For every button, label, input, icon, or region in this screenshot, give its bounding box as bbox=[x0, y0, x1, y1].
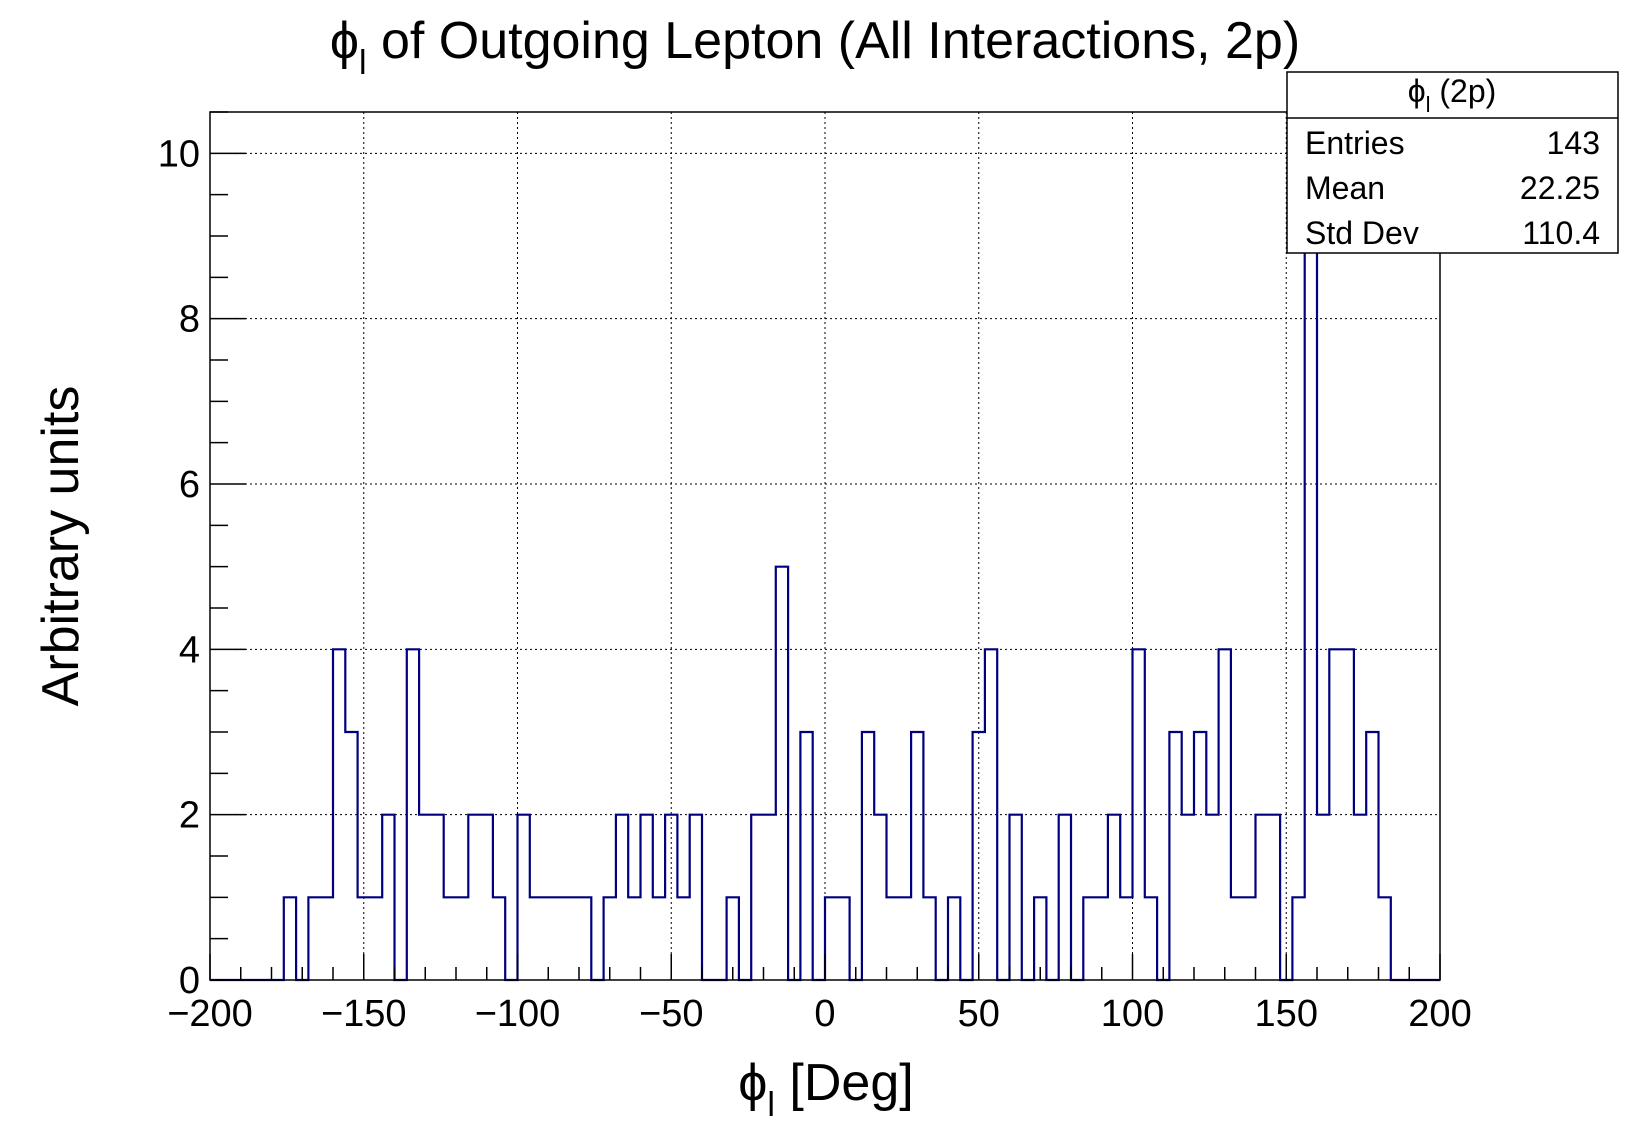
histogram-bin bbox=[862, 732, 874, 980]
x-tick-label: 0 bbox=[814, 993, 835, 1035]
histogram-bin bbox=[1342, 649, 1354, 980]
histogram-bin bbox=[641, 815, 653, 980]
histogram-bin bbox=[677, 897, 689, 980]
stats-value-mean: 22.25 bbox=[1520, 170, 1600, 206]
histogram-bin bbox=[1268, 815, 1280, 980]
y-tick-label: 6 bbox=[179, 464, 200, 506]
histogram-bin bbox=[690, 815, 702, 980]
histogram-bin bbox=[308, 897, 320, 980]
histogram-bin bbox=[874, 815, 886, 980]
histogram-bin bbox=[1256, 815, 1268, 980]
y-tick-label: 10 bbox=[158, 133, 200, 175]
x-tick-label: −50 bbox=[639, 993, 703, 1035]
histogram-bin bbox=[751, 815, 763, 980]
x-tick-label: −150 bbox=[321, 993, 407, 1035]
histogram-bin bbox=[1305, 153, 1317, 980]
histogram-bin bbox=[1145, 897, 1157, 980]
y-tick-label: 8 bbox=[179, 299, 200, 341]
histogram-bin bbox=[370, 897, 382, 980]
histogram-bin bbox=[1379, 897, 1391, 980]
histogram-bin bbox=[1206, 815, 1218, 980]
histogram-bin bbox=[1083, 897, 1095, 980]
histogram-bin bbox=[333, 649, 345, 980]
stats-value-stddev: 110.4 bbox=[1522, 215, 1600, 251]
stats-label-entries: Entries bbox=[1305, 125, 1405, 161]
x-tick-label: −100 bbox=[475, 993, 561, 1035]
histogram-bin bbox=[764, 815, 776, 980]
histogram-bin bbox=[284, 897, 296, 980]
histogram-bin bbox=[456, 897, 468, 980]
histogram-bin bbox=[825, 897, 837, 980]
histogram-bin bbox=[1169, 732, 1181, 980]
histogram-bin bbox=[1133, 649, 1145, 980]
y-tick-label: 0 bbox=[179, 960, 200, 1002]
histogram-bin bbox=[1194, 732, 1206, 980]
histogram-bin bbox=[1366, 732, 1378, 980]
x-tick-label: 150 bbox=[1255, 993, 1318, 1035]
histogram-bin bbox=[911, 732, 923, 980]
histogram-bin bbox=[407, 649, 419, 980]
histogram-bin bbox=[628, 897, 640, 980]
tick-layer bbox=[209, 111, 1441, 981]
x-tick-label: 100 bbox=[1101, 993, 1164, 1035]
histogram-bin bbox=[1120, 897, 1132, 980]
histogram-bin bbox=[321, 897, 333, 980]
histogram-bin bbox=[419, 815, 431, 980]
histogram-bin bbox=[899, 897, 911, 980]
histogram-bin bbox=[567, 897, 579, 980]
histogram-bin bbox=[1243, 897, 1255, 980]
histogram-bin bbox=[345, 732, 357, 980]
histogram-bin bbox=[579, 897, 591, 980]
histogram-bin bbox=[382, 815, 394, 980]
stats-box-frame bbox=[1286, 71, 1619, 254]
histogram-bin bbox=[493, 897, 505, 980]
label-layer: −200 −150 −100 −50 0 50 100 150 200 0 2 4 6 8 10 bbox=[158, 133, 1472, 1035]
y-tick-label: 4 bbox=[179, 629, 200, 671]
histogram-bin bbox=[653, 897, 665, 980]
histogram-bin bbox=[481, 815, 493, 980]
histogram-bin bbox=[800, 732, 812, 980]
histogram-bin bbox=[518, 815, 530, 980]
histogram-bin bbox=[1108, 815, 1120, 980]
histogram-bin bbox=[554, 897, 566, 980]
histogram-bin bbox=[1354, 815, 1366, 980]
histogram-bin bbox=[1059, 815, 1071, 980]
x-tick-label: 50 bbox=[958, 993, 1000, 1035]
y-tick-label: 2 bbox=[179, 795, 200, 837]
stats-box: ϕl (2p) Entries 143 Mean 22.25 Std Dev 1… bbox=[1286, 71, 1619, 254]
chart-title: ϕl of Outgoing Lepton (All Interactions,… bbox=[330, 12, 1300, 82]
histogram-bin bbox=[1292, 897, 1304, 980]
histogram-bin bbox=[431, 815, 443, 980]
histogram-bin bbox=[1010, 815, 1022, 980]
histogram-bin bbox=[776, 567, 788, 980]
x-axis-title: ϕl [Deg] bbox=[738, 1054, 913, 1122]
histogram-bin bbox=[837, 897, 849, 980]
stats-label-mean: Mean bbox=[1305, 170, 1385, 206]
histogram-bin bbox=[444, 897, 456, 980]
x-tick-label: 200 bbox=[1408, 993, 1471, 1035]
histogram-bin bbox=[468, 815, 480, 980]
histogram-bin bbox=[948, 897, 960, 980]
histogram-bin bbox=[1182, 815, 1194, 980]
histogram-bin bbox=[923, 897, 935, 980]
histogram-bin bbox=[1231, 897, 1243, 980]
x-tick-label: −200 bbox=[167, 993, 253, 1035]
histogram-bin bbox=[887, 897, 899, 980]
histogram-bin bbox=[616, 815, 628, 980]
stats-value-entries: 143 bbox=[1547, 125, 1600, 161]
stats-box-title: ϕl (2p) bbox=[1408, 73, 1497, 117]
stats-label-stddev: Std Dev bbox=[1305, 215, 1419, 251]
histogram-bin bbox=[1317, 815, 1329, 980]
y-axis-title: Arbitrary units bbox=[32, 386, 90, 707]
histogram-bin bbox=[530, 897, 542, 980]
